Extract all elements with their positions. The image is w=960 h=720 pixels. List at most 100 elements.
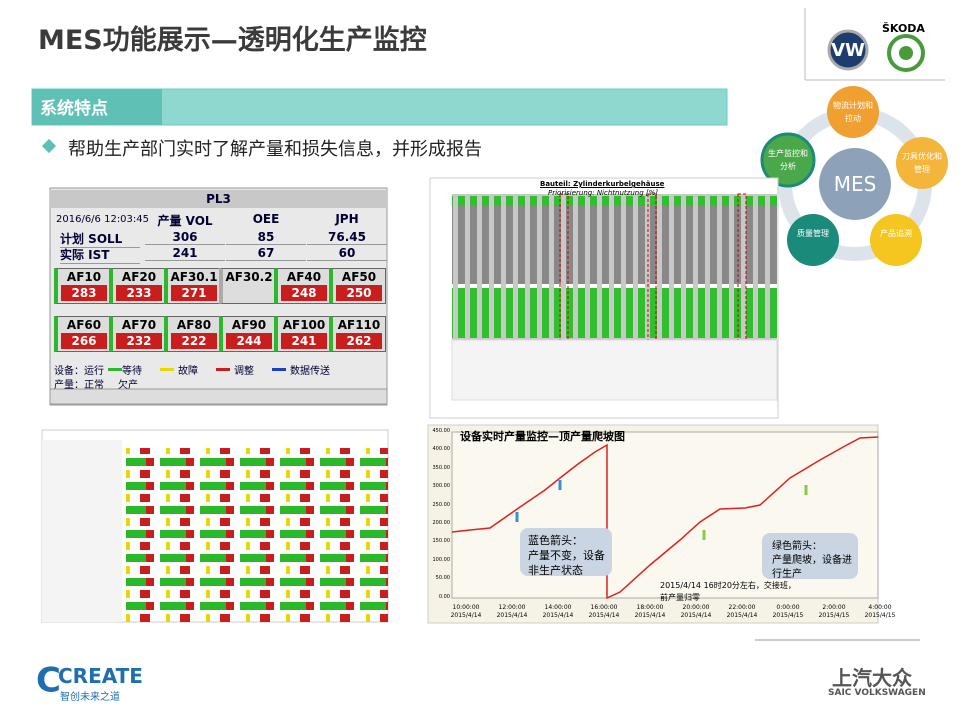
- x-tick-label: 18:00:00: [636, 604, 664, 611]
- slide-title: MES功能展示—透明化生产监控: [38, 25, 427, 56]
- station-value: 248: [281, 285, 327, 301]
- x-tick-label: 2015/4/14: [496, 612, 528, 619]
- x-tick-label: 2015/4/15: [818, 612, 850, 619]
- mes-node: 质量管理: [797, 229, 829, 238]
- x-tick-label: 22:00:00: [728, 604, 756, 611]
- station-name: AF70: [121, 318, 157, 332]
- pl3-cell: 76.45: [307, 230, 387, 245]
- svg-text:C: C: [36, 661, 61, 701]
- y-tick-label: 450.00: [432, 428, 451, 434]
- pl3-time: 2016/6/6 12:03:45: [56, 214, 150, 225]
- brand: ŠKODA: [882, 22, 925, 35]
- y-tick-label: 400.00: [432, 446, 451, 453]
- y-tick-label: 150.00: [432, 538, 451, 545]
- x-tick-label: 16:00:00: [590, 604, 618, 611]
- y-tick-label: 250.00: [432, 501, 451, 508]
- station-value: 262: [336, 333, 382, 349]
- mes-node: 刀具优化和管理: [902, 152, 942, 174]
- station-value: 250: [336, 285, 382, 301]
- station-name: AF20: [121, 270, 157, 284]
- pl3-cell: 计划 SOLL: [60, 230, 140, 248]
- station: AF60 266: [54, 316, 111, 352]
- y-tick-label: 50.00: [435, 575, 450, 582]
- x-tick-label: 2015/4/15: [864, 612, 896, 619]
- x-tick-label: 10:00:00: [452, 604, 480, 611]
- y-tick-label: 100.00: [432, 556, 451, 563]
- legend-item: 故障: [178, 366, 198, 377]
- station: AF20 233: [109, 268, 166, 304]
- station-value: 232: [116, 333, 162, 349]
- y-tick-label: 200.00: [432, 520, 451, 526]
- annotation: 2015/4/14 16时20分左右，交接班，: [660, 581, 796, 590]
- x-tick-label: 2015/4/15: [772, 612, 804, 619]
- legend-item: 产量：正常: [54, 380, 104, 391]
- station: AF100 241: [274, 316, 331, 352]
- x-tick-label: 14:00:00: [544, 604, 572, 611]
- section-title: 系统特点: [40, 99, 108, 119]
- station: AF110 262: [329, 316, 386, 352]
- mes-node: 物流计划和拉动: [833, 101, 873, 123]
- footer-right-sub: SAIC VOLKSWAGEN: [828, 688, 926, 698]
- station-name: AF100: [282, 318, 326, 332]
- pl3-cell: 85: [226, 230, 306, 245]
- x-tick-label: 4:00:00: [868, 604, 892, 611]
- pl3-cell: 306: [145, 230, 225, 245]
- station: AF90 244: [219, 316, 276, 352]
- line-title: 设备实时产量监控—顶产量爬坡图: [460, 430, 625, 443]
- station: AF30.2: [219, 268, 276, 304]
- x-tick-label: 2:00:00: [822, 604, 846, 611]
- legend-swatch: [272, 368, 286, 371]
- station-name: AF40: [286, 270, 322, 284]
- station: AF50 250: [329, 268, 386, 304]
- annotation: 产量不变，设备: [528, 549, 605, 562]
- station: AF40 248: [274, 268, 331, 304]
- legend-swatch: [216, 368, 230, 371]
- footer-right: 上汽大众: [832, 666, 912, 690]
- x-tick-label: 0:00:00: [776, 604, 800, 611]
- annotation: 行生产: [772, 569, 802, 580]
- station-name: AF50: [341, 270, 377, 284]
- legend-item: 数据传送: [290, 366, 330, 377]
- pl3-col: JPH: [335, 212, 359, 226]
- station-name: AF80: [176, 318, 212, 332]
- pl3-title: PL3: [206, 192, 231, 206]
- y-tick-label: 350.00: [432, 464, 451, 471]
- x-tick-label: 2015/4/14: [588, 612, 620, 619]
- mes-center: MES: [833, 172, 877, 196]
- x-tick-label: 2015/4/14: [726, 612, 758, 619]
- station: AF80 222: [164, 316, 221, 352]
- station-value: 283: [61, 285, 107, 301]
- station-value: 266: [61, 333, 107, 349]
- svg-text:VW: VW: [831, 40, 865, 61]
- footer-left: CREATE: [58, 664, 143, 688]
- station: AF30.1 271: [164, 268, 221, 304]
- y-tick-label: 300.00: [432, 483, 451, 490]
- pl3-cell: 实际 IST: [60, 246, 140, 264]
- station: AF70 232: [109, 316, 166, 352]
- pl3-cell: 241: [145, 246, 225, 261]
- pl3-col: 产量 VOL: [157, 214, 213, 228]
- bullet: 帮助生产部门实时了解产量和损失信息，并形成报告: [68, 139, 482, 160]
- station-value: 271: [171, 285, 217, 301]
- legend-swatch: [108, 368, 122, 371]
- station-value: 233: [116, 285, 162, 301]
- station-value: 222: [171, 333, 217, 349]
- station-name: AF30.1: [170, 270, 218, 284]
- bar-subtitle: Priorisierung: Nichtnutzung [%]: [548, 189, 658, 197]
- x-tick-label: 2015/4/14: [680, 612, 712, 619]
- x-tick-label: 12:00:00: [498, 604, 526, 611]
- station-name: AF60: [66, 318, 102, 332]
- station: AF10 283: [54, 268, 111, 304]
- y-tick-label: 0.00: [438, 593, 450, 600]
- station-name: AF90: [231, 318, 267, 332]
- x-tick-label: 2015/4/14: [450, 612, 482, 619]
- legend-item: 等待: [122, 366, 142, 377]
- mes-node: 生产监控和分析: [768, 149, 808, 171]
- x-tick-label: 2015/4/14: [634, 612, 666, 619]
- legend-swatch: [160, 368, 174, 371]
- footer-left-sub: 智创未来之道: [60, 692, 120, 703]
- x-tick-label: 20:00:00: [682, 604, 710, 611]
- annotation: 蓝色箭头：: [528, 534, 583, 547]
- legend-item: 欠产: [118, 380, 138, 391]
